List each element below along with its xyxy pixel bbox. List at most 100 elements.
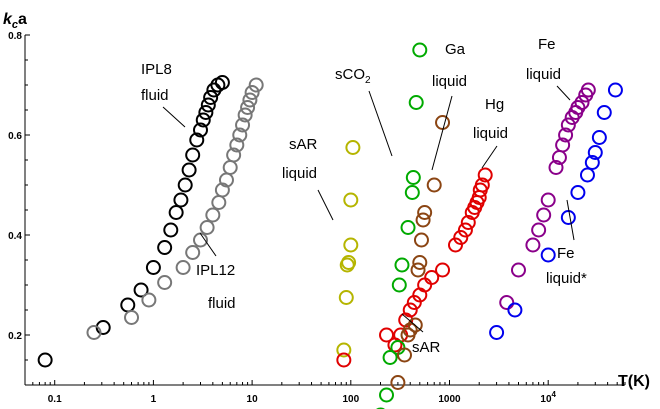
data-point: [177, 177, 193, 193]
data-point: [570, 185, 586, 200]
data-point: [457, 222, 473, 238]
data-point: [407, 317, 423, 333]
y-tick-label: 0.2: [8, 331, 22, 342]
data-point: [198, 105, 214, 120]
data-point: [163, 222, 179, 238]
data-point: [510, 262, 526, 278]
data-point: [145, 260, 161, 275]
y-tick-label: 0.6: [8, 131, 22, 142]
annotation-sar-liquid: sAR liquid: [282, 136, 322, 182]
data-point: [405, 170, 421, 185]
y-tick-label: 0.8: [8, 31, 22, 42]
data-point: [226, 147, 242, 163]
data-point: [192, 122, 208, 138]
annotation-hg-liquid: Hg liquid: [473, 96, 508, 142]
data-point: [394, 257, 410, 273]
data-point: [507, 302, 523, 318]
data-point: [499, 295, 515, 310]
data-point: [404, 185, 420, 200]
data-point: [214, 75, 230, 90]
data-point: [242, 92, 258, 108]
series-2: [336, 140, 361, 358]
data-point: [474, 177, 490, 193]
data-point: [574, 95, 590, 110]
series-7: [489, 82, 623, 340]
x-tick-label: 1: [151, 394, 157, 405]
annotation-ipl8: IPL8 fluid: [141, 61, 176, 104]
x-tick-label: 100: [342, 394, 359, 405]
data-point: [200, 97, 216, 113]
data-point: [413, 232, 429, 248]
data-point: [580, 82, 596, 98]
annotation-ipl12: IPL12 fluid: [196, 262, 239, 312]
data-point: [536, 207, 552, 223]
data-point: [244, 85, 260, 100]
x-tick-label: 1000: [438, 394, 461, 405]
data-point: [402, 302, 418, 318]
data-point: [240, 100, 256, 115]
leader-fe-liquid-star: [566, 199, 575, 241]
data-point: [199, 220, 215, 235]
data-point: [222, 160, 238, 175]
leader-sar-liquid: [317, 189, 334, 221]
series-4: [376, 42, 428, 409]
data-point: [189, 132, 205, 148]
data-point: [560, 210, 576, 225]
annotation-fe-liquid-star: Fe liquid*: [546, 245, 587, 287]
data-point: [232, 127, 248, 143]
data-point: [477, 167, 493, 183]
data-point: [540, 192, 556, 208]
data-point: [531, 222, 547, 238]
data-point: [168, 205, 184, 220]
data-point: [596, 105, 612, 120]
data-point: [489, 325, 505, 340]
data-point: [235, 117, 251, 133]
data-point: [426, 177, 442, 193]
data-point: [397, 347, 413, 363]
data-point: [141, 292, 157, 308]
data-point: [185, 147, 201, 163]
data-point: [205, 207, 221, 223]
data-point: [195, 112, 211, 128]
data-point: [175, 260, 191, 275]
data-point: [579, 167, 595, 183]
data-point: [237, 107, 253, 123]
data-point: [540, 247, 556, 263]
data-point: [157, 275, 173, 290]
x-ticks: 0.1 1 10 100 1000 104: [32, 380, 626, 405]
data-point: [558, 127, 574, 143]
x-tick-label: 10: [247, 394, 259, 405]
x-tick-label: 104: [540, 390, 556, 405]
leader-sar: [401, 313, 424, 333]
annotations: IPL8 fluid IPL12 fluid sAR liquid sCO2 G…: [141, 36, 587, 356]
data-point: [560, 117, 576, 133]
leader-ga-liquid: [431, 95, 453, 171]
data-point: [417, 205, 433, 220]
data-point: [124, 310, 140, 325]
data-point: [185, 245, 201, 260]
data-point: [412, 255, 428, 270]
data-point: [410, 262, 426, 278]
data-point: [402, 322, 418, 338]
series-6: [499, 82, 596, 310]
data-point: [435, 262, 451, 278]
data-point: [211, 195, 227, 210]
data-point: [336, 352, 352, 368]
data-point: [345, 140, 361, 155]
data-point: [587, 145, 603, 160]
data-point: [412, 42, 428, 58]
data-point: [555, 137, 571, 153]
data-point: [338, 290, 354, 305]
data-point: [343, 192, 359, 208]
leader-ipl12: [199, 232, 217, 257]
annotation-ga-liquid: Ga liquid: [432, 41, 469, 90]
data-point: [157, 240, 173, 255]
data-point: [203, 90, 219, 105]
data-point: [435, 115, 451, 130]
x-axis-title: T(K): [618, 373, 650, 390]
data-point: [408, 95, 424, 110]
data-point: [173, 192, 189, 208]
data-point: [415, 212, 431, 228]
leader-ipl8: [162, 106, 186, 128]
